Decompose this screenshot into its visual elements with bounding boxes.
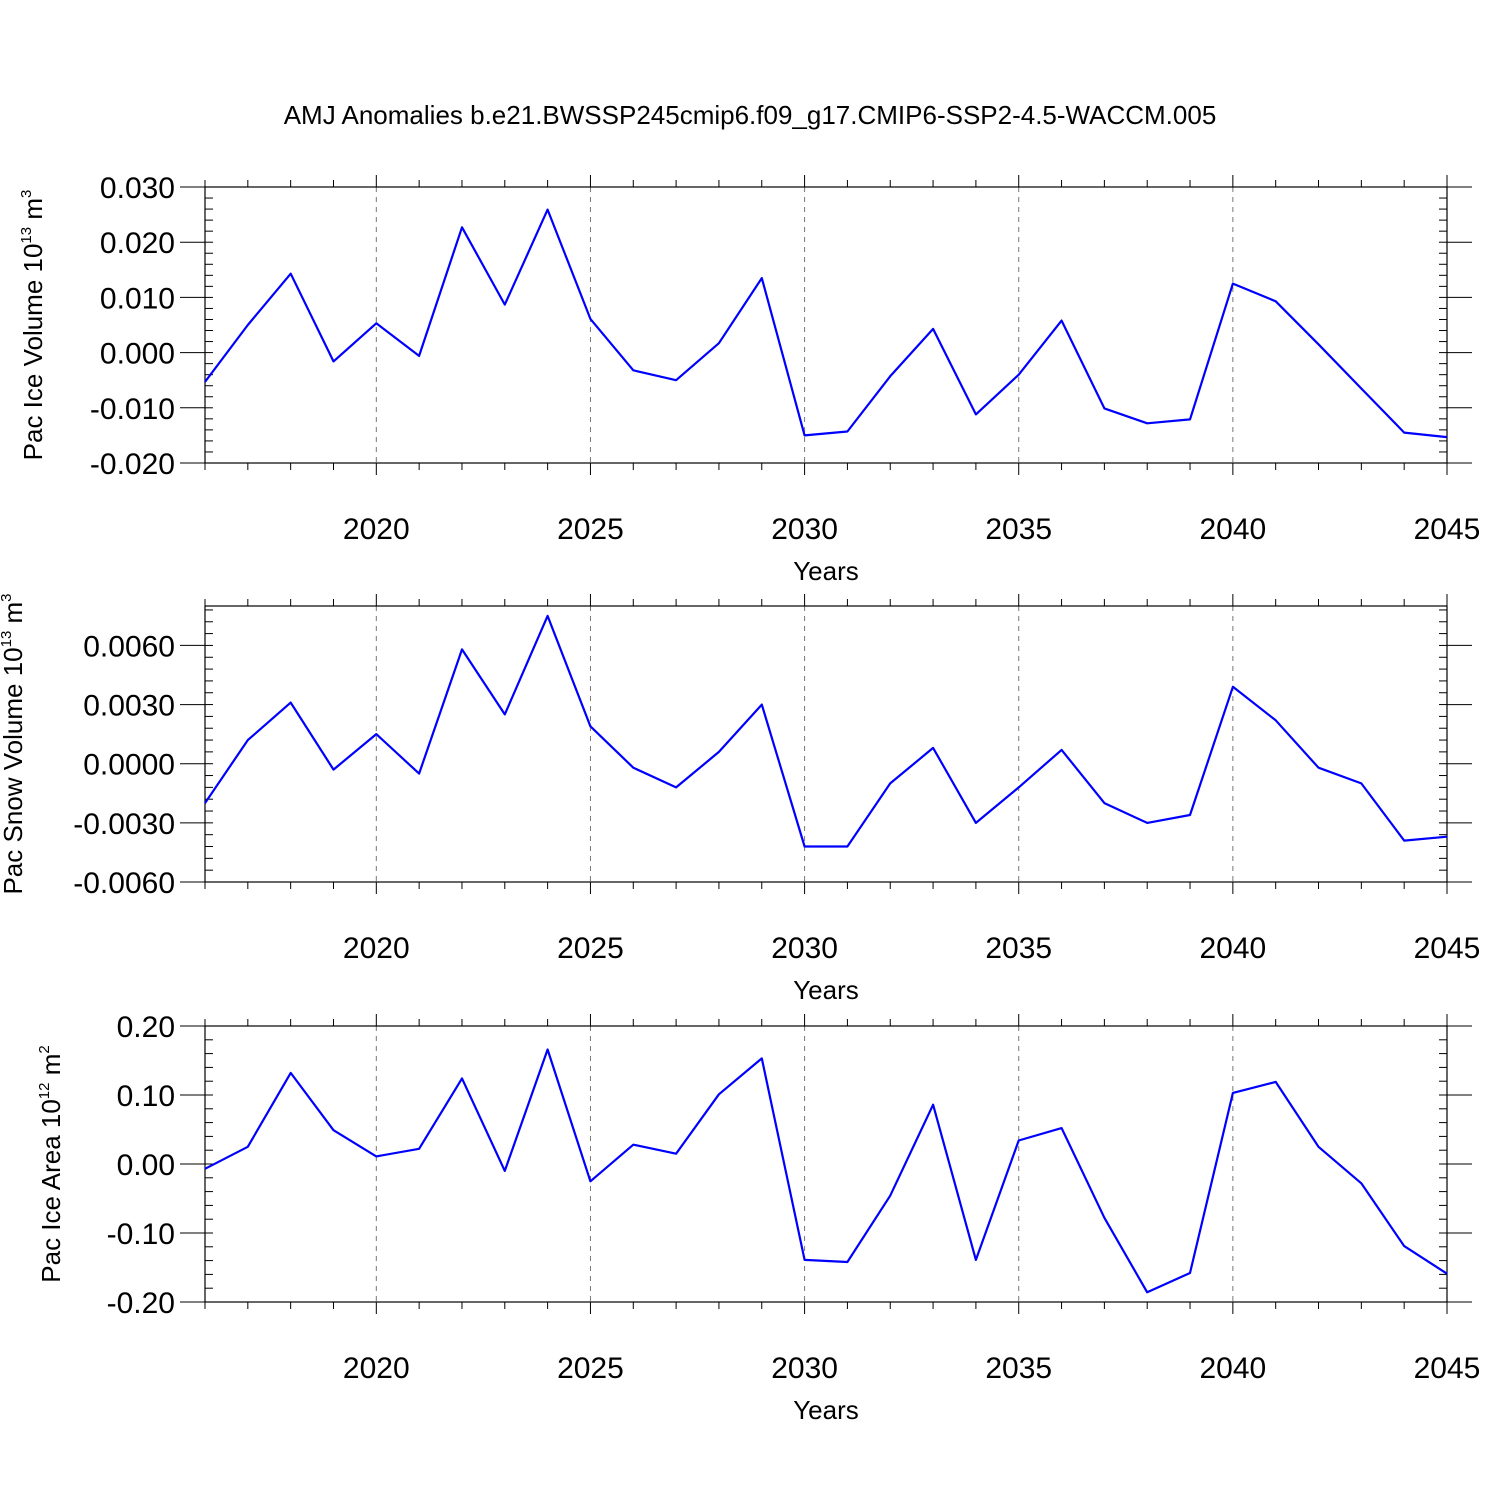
series-line — [204, 1048, 1448, 1294]
y-tick-label: 0.20 — [117, 1011, 175, 1044]
x-tick-label: 2045 — [1414, 932, 1481, 965]
series-line — [204, 614, 1448, 848]
series-line — [204, 208, 1448, 439]
y-axis-label: Pac Ice Area 1012 m2 — [36, 1045, 66, 1282]
y-tick-label: -0.0060 — [73, 867, 175, 900]
y-tick-label: -0.20 — [107, 1287, 175, 1320]
x-axis-label: Years — [793, 556, 859, 586]
x-tick-label: 2035 — [985, 1352, 1052, 1385]
y-tick-label: -0.0030 — [73, 808, 175, 841]
y-tick-label: 0.030 — [100, 172, 175, 205]
y-tick-label: 0.10 — [117, 1080, 175, 1113]
y-tick-label: 0.000 — [100, 338, 175, 371]
x-tick-label: 2025 — [557, 1352, 624, 1385]
x-tick-label: 2030 — [771, 1352, 838, 1385]
panel-snow-volume: -0.0060 -0.0030 0.0000 0.0030 0.0060 2020 2025… — [0, 593, 1480, 1005]
y-tick-label: 0.0030 — [83, 690, 175, 723]
panel-ice-area: -0.20 -0.10 0.00 0.10 0.20 2020 2025 2030 2035 20… — [36, 1011, 1480, 1425]
y-tick-label: -0.10 — [107, 1218, 175, 1251]
x-tick-label: 2040 — [1199, 513, 1266, 546]
x-tick-label: 2040 — [1199, 932, 1266, 965]
y-tick-label: 0.010 — [100, 282, 175, 315]
x-axis-label: Years — [793, 975, 859, 1005]
x-tick-label: 2020 — [343, 513, 410, 546]
x-tick-label: 2030 — [771, 932, 838, 965]
y-axis-label: Pac Snow Volume 1013 m3 — [0, 593, 28, 894]
x-tick-label: 2030 — [771, 513, 838, 546]
plot-frame — [204, 605, 1448, 883]
y-axis-label: Pac Ice Volume 1013 m3 — [18, 190, 48, 461]
x-tick-label: 2025 — [557, 513, 624, 546]
y-tick-label: 0.0000 — [83, 749, 175, 782]
x-tick-label: 2045 — [1414, 1352, 1481, 1385]
x-tick-label: 2025 — [557, 932, 624, 965]
x-tick-label: 2035 — [985, 932, 1052, 965]
x-tick-label: 2045 — [1414, 513, 1481, 546]
y-tick-label: -0.010 — [90, 393, 175, 426]
plot-frame — [204, 186, 1448, 464]
y-tick-label: -0.020 — [90, 448, 175, 481]
figure-title: AMJ Anomalies b.e21.BWSSP245cmip6.f09_g1… — [284, 100, 1217, 130]
y-tick-label: 0.020 — [100, 227, 175, 260]
y-tick-label: 0.00 — [117, 1149, 175, 1182]
x-tick-label: 2020 — [343, 932, 410, 965]
y-tick-label: 0.0060 — [83, 630, 175, 663]
x-axis-label: Years — [793, 1395, 859, 1425]
x-tick-label: 2020 — [343, 1352, 410, 1385]
panel-ice-volume: -0.020 -0.010 0.000 0.010 0.020 0.030 2020 2025… — [18, 172, 1480, 586]
x-tick-label: 2040 — [1199, 1352, 1266, 1385]
x-tick-label: 2035 — [985, 513, 1052, 546]
